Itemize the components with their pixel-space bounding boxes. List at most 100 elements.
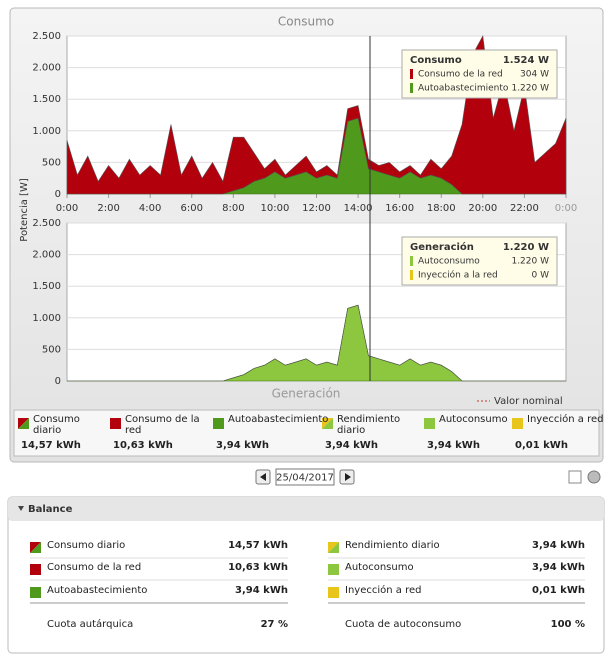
balance-label: Autoconsumo: [345, 562, 414, 573]
legend-swatch: [110, 418, 121, 429]
date: 25/04/2017: [276, 473, 334, 484]
summary-label: Consumo diario: [33, 414, 80, 436]
legend-swatch: [328, 564, 339, 575]
tooltip-total: 1.524 W: [503, 55, 549, 66]
balance-value: 3,94 kWh: [532, 562, 585, 573]
y-tick-label: 2.000: [32, 250, 61, 261]
x-tick-label: 12:00: [302, 203, 331, 214]
balance-label: Autoabastecimiento: [47, 585, 148, 596]
balance-header: [8, 497, 604, 521]
balance-value: 3,94 kWh: [235, 585, 288, 596]
tooltip-swatch: [410, 256, 413, 266]
y-tick-label: 2.000: [32, 63, 61, 74]
legend-swatch: [18, 418, 29, 429]
tooltip-box: [401, 49, 558, 99]
tooltip-swatch: [410, 270, 413, 280]
legend-swatch: [512, 418, 523, 429]
summary-value: 10,63 kWh: [113, 440, 173, 451]
y-axis-title: Potencia [W]: [19, 178, 30, 242]
legend-swatch: [213, 418, 224, 429]
y-tick-label: 500: [42, 344, 61, 355]
balance-value: 14,57 kWh: [228, 540, 288, 551]
tooltip-box: [401, 236, 558, 286]
balance-label: Consumo de la red: [47, 562, 142, 573]
x-tick-label: 22:00: [510, 203, 539, 214]
y-tick-label: 500: [42, 157, 61, 168]
tooltip-value: 0 W: [532, 271, 550, 281]
x-tick-label: 14:00: [344, 203, 373, 214]
legend-swatch: [30, 587, 41, 598]
x-tick-label: 4:00: [139, 203, 161, 214]
x-tick-label: 16:00: [385, 203, 414, 214]
balance-title: Balance: [28, 504, 73, 515]
legend-swatch: [322, 418, 333, 429]
y-tick-label: 0: [55, 376, 61, 387]
balance-value: 100 %: [550, 619, 585, 630]
legend-swatch: [328, 542, 339, 553]
summary-label: Autoabastecimiento: [228, 414, 329, 425]
balance-value: 0,01 kWh: [532, 585, 585, 596]
x-tick-label: 6:00: [181, 203, 203, 214]
date-field[interactable]: [275, 468, 335, 486]
x-tick-label: 0:00: [555, 203, 577, 214]
balance-label: Inyección a red: [345, 585, 422, 596]
balance-label: Cuota autárquica: [47, 619, 134, 630]
export-icon[interactable]: [568, 470, 582, 484]
x-tick-label: 20:00: [468, 203, 497, 214]
area: [66, 35, 567, 195]
summary-label: Rendimiento diario: [337, 414, 401, 436]
summary-value: 0,01 kWh: [515, 440, 568, 451]
summary-value: 3,94 kWh: [216, 440, 269, 451]
tooltip-title: Generación: [410, 241, 474, 253]
x-tick-label: 8:00: [222, 203, 244, 214]
summary-label: Consumo de la red: [125, 414, 200, 436]
balance-label: Rendimiento diario: [345, 540, 440, 551]
y-tick-label: 1.000: [32, 126, 61, 137]
summary-box: [13, 409, 600, 457]
legend-swatch: [30, 564, 41, 575]
y-tick-label: 1.500: [32, 281, 61, 292]
chart-title: Consumo: [278, 15, 334, 29]
area: [67, 304, 566, 382]
balance-label: Consumo diario: [47, 540, 126, 551]
collapse-icon[interactable]: [18, 506, 24, 511]
x-tick-label: 0:00: [56, 203, 78, 214]
x-tick-label: 2:00: [97, 203, 119, 214]
legend-label: Valor nominal: [494, 396, 563, 407]
tooltip-value: 1.220 W: [511, 84, 549, 94]
next-icon: [345, 473, 351, 481]
x-tick-label: 10:00: [261, 203, 290, 214]
tooltip-swatch: [410, 69, 413, 79]
tooltip: Generación 1.220 W Autoconsumo 1.220 W Inyec…: [401, 236, 558, 286]
y-tick-label: 2.500: [32, 218, 61, 229]
tooltip-value: 304 W: [520, 70, 549, 80]
y-tick-label: 1.500: [32, 94, 61, 105]
summary-label: Autoconsumo: [439, 414, 508, 425]
tooltip-title: Consumo: [410, 55, 462, 66]
legend-swatch: [424, 418, 435, 429]
balance-value: 3,94 kWh: [532, 540, 585, 551]
tooltip-item: Autoabastecimiento: [418, 84, 509, 94]
tooltip-item: Consumo de la red: [418, 70, 503, 80]
balance-value: 10,63 kWh: [228, 562, 288, 573]
y-tick-label: 0: [55, 189, 61, 200]
tooltip-swatch: [410, 83, 413, 93]
y-tick-label: 1.000: [32, 313, 61, 324]
prev-icon: [260, 473, 266, 481]
tooltip-item: Inyección a la red: [418, 270, 498, 281]
balance-label: Cuota de autoconsumo: [345, 619, 462, 630]
chart-title: Generación: [272, 387, 341, 401]
tooltip-item: Autoconsumo: [418, 257, 480, 267]
tooltip-total: 1.220 W: [503, 242, 549, 253]
legend-swatch: [30, 542, 41, 553]
tooltip-value: 1.220 W: [511, 257, 549, 267]
summary-value: 14,57 kWh: [21, 440, 81, 451]
x-tick-label: 18:00: [427, 203, 456, 214]
y-tick-label: 2.500: [32, 31, 61, 42]
summary-value: 3,94 kWh: [427, 440, 480, 451]
balance-value: 27 %: [260, 619, 288, 630]
settings-icon[interactable]: [587, 470, 601, 484]
